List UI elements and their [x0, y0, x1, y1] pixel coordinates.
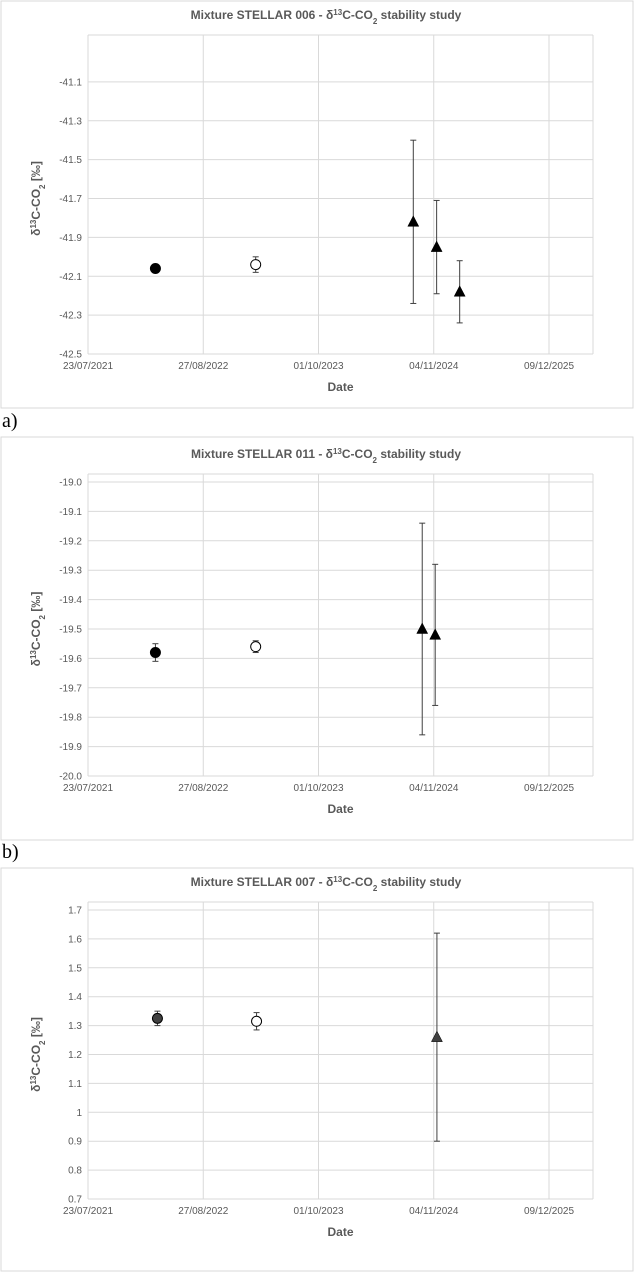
marker-open-circle	[250, 259, 262, 271]
y-tick-label: -19.8	[59, 713, 82, 724]
x-tick-label: 09/12/2025	[524, 1206, 574, 1217]
chart-a: Mixture STELLAR 006 - δ13C-CO2 stability…	[0, 0, 634, 409]
data-point	[429, 563, 442, 706]
x-tick-label: 27/08/2022	[178, 361, 228, 372]
y-tick-label: -41.7	[59, 194, 82, 205]
x-axis-label: Date	[327, 380, 353, 394]
y-tick-label: -41.1	[59, 77, 82, 88]
data-point	[251, 1012, 263, 1031]
data-point	[430, 199, 443, 295]
x-tick-label: 23/07/2021	[63, 1206, 113, 1217]
chart-frame	[0, 436, 634, 841]
y-tick-label: -19.2	[59, 536, 82, 547]
y-tick-label: -19.6	[59, 654, 82, 665]
y-tick-label: -41.3	[59, 116, 82, 127]
chart-frame	[0, 0, 634, 409]
sublabel-b: b)	[2, 841, 19, 863]
x-tick-label: 23/07/2021	[63, 361, 113, 372]
chart-c: Mixture STELLAR 007 - δ13C-CO2 stability…	[0, 867, 634, 1272]
marker-filled-triangle	[430, 240, 443, 252]
y-tick-label: -19.5	[59, 625, 82, 636]
marker-filled-circle	[151, 1012, 163, 1024]
y-tick-label: -19.1	[59, 507, 82, 518]
marker-filled-triangle	[407, 215, 420, 227]
y-axis-label: δ13C-CO2 [‰]	[29, 592, 47, 667]
chart-panel-c: Mixture STELLAR 007 - δ13C-CO2 stability…	[0, 867, 640, 1272]
data-point	[431, 932, 443, 1142]
x-tick-label: 09/12/2025	[524, 361, 574, 372]
x-tick-label: 01/10/2023	[293, 361, 343, 372]
data-point	[250, 256, 262, 273]
y-tick-label: 0.9	[68, 1137, 82, 1148]
y-tick-label: 1.4	[68, 992, 82, 1003]
marker-filled-circle	[149, 262, 161, 274]
x-tick-label: 27/08/2022	[178, 783, 228, 794]
y-tick-label: 1	[76, 1108, 82, 1119]
chart-b: Mixture STELLAR 011 - δ13C-CO2 stability…	[0, 436, 634, 841]
data-point	[149, 262, 161, 274]
chart-frame	[0, 867, 634, 1272]
y-tick-label: -42.3	[59, 311, 82, 322]
chart-title: Mixture STELLAR 007 - δ13C-CO2 stability…	[191, 875, 462, 893]
marker-filled-triangle	[453, 285, 466, 297]
y-tick-label: 1.1	[68, 1079, 82, 1090]
y-tick-label: -19.4	[59, 595, 82, 606]
data-point	[416, 522, 429, 736]
x-tick-label: 04/11/2024	[409, 783, 459, 794]
chart-panel-b: Mixture STELLAR 011 - δ13C-CO2 stability…	[0, 436, 640, 841]
y-tick-label: -19.9	[59, 742, 82, 753]
x-axis-label: Date	[327, 1225, 353, 1239]
data-point	[149, 643, 161, 662]
y-tick-label: 1.5	[68, 963, 82, 974]
y-tick-label: -20.0	[59, 772, 82, 783]
y-axis-label: δ13C-CO2 [‰]	[29, 161, 47, 236]
x-tick-label: 23/07/2021	[63, 783, 113, 794]
marker-filled-triangle	[429, 628, 442, 640]
y-tick-label: 1.2	[68, 1050, 82, 1061]
x-tick-label: 01/10/2023	[293, 783, 343, 794]
y-tick-label: -19.7	[59, 683, 82, 694]
y-tick-label: -42.1	[59, 272, 82, 283]
data-point	[250, 640, 262, 654]
y-tick-label: -41.9	[59, 233, 82, 244]
y-tick-label: -19.0	[59, 478, 82, 489]
chart-panel-a: Mixture STELLAR 006 - δ13C-CO2 stability…	[0, 0, 640, 409]
y-tick-label: -19.3	[59, 566, 82, 577]
x-axis-label: Date	[327, 802, 353, 816]
x-tick-label: 04/11/2024	[409, 1206, 459, 1217]
y-tick-label: 1.3	[68, 1021, 82, 1032]
marker-filled-triangle	[416, 622, 429, 634]
y-axis-label: δ13C-CO2 [‰]	[29, 1017, 47, 1092]
y-tick-label: 1.6	[68, 934, 82, 945]
y-tick-label: 0.8	[68, 1166, 82, 1177]
chart-title: Mixture STELLAR 006 - δ13C-CO2 stability…	[191, 8, 462, 26]
y-tick-label: -42.5	[59, 350, 82, 361]
data-point	[151, 1010, 163, 1027]
marker-open-circle	[250, 641, 262, 653]
chart-title: Mixture STELLAR 011 - δ13C-CO2 stability…	[191, 447, 461, 465]
x-tick-label: 09/12/2025	[524, 783, 574, 794]
y-tick-label: 0.7	[68, 1195, 82, 1206]
marker-filled-triangle	[431, 1030, 443, 1042]
y-tick-label: -41.5	[59, 155, 82, 166]
x-tick-label: 27/08/2022	[178, 1206, 228, 1217]
x-tick-label: 04/11/2024	[409, 361, 459, 372]
data-point	[453, 260, 466, 324]
marker-filled-circle	[149, 647, 161, 659]
data-point	[407, 139, 420, 304]
marker-open-circle	[251, 1015, 263, 1027]
x-tick-label: 01/10/2023	[293, 1206, 343, 1217]
sublabel-a: a)	[2, 410, 18, 432]
y-tick-label: 1.7	[68, 906, 82, 917]
